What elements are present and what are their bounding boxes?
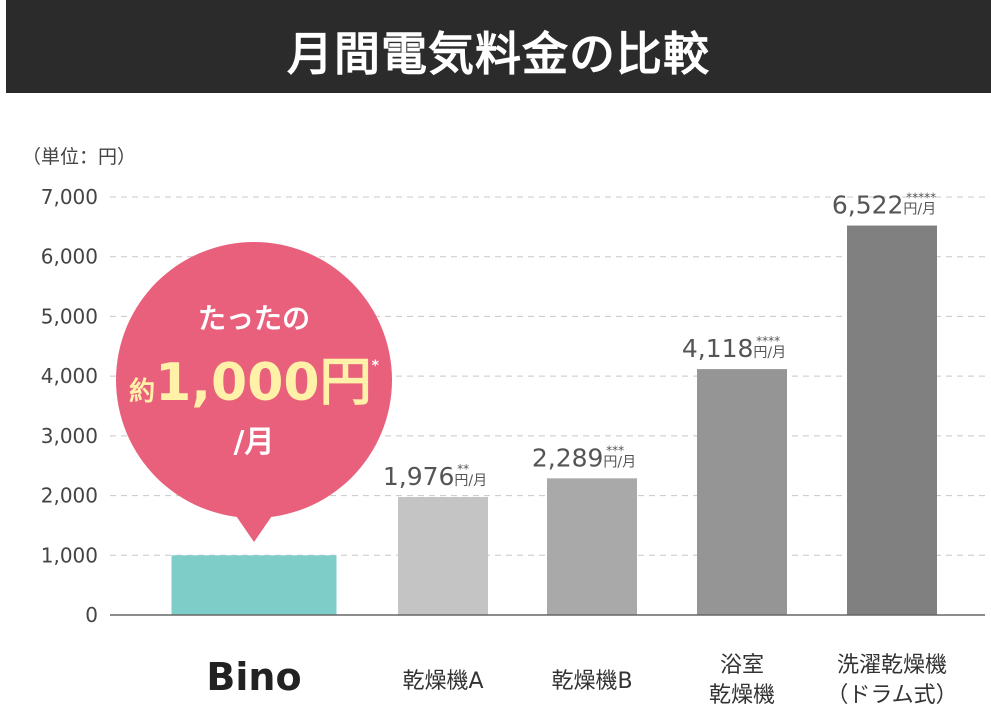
value-label: 4,118円/月****: [682, 334, 786, 363]
chart-title: 月間電気料金の比較: [287, 27, 710, 81]
bar: [547, 478, 637, 615]
callout-bubble: [116, 242, 392, 518]
y-tick-label: 2,000: [41, 484, 98, 508]
callout-line-3: /月: [234, 425, 275, 460]
y-tick-label: 0: [85, 603, 98, 627]
y-tick-label: 7,000: [41, 185, 98, 209]
brand-logo: Bino: [206, 655, 301, 699]
x-category-label: 浴室: [720, 653, 764, 678]
value-label: 6,522円/月*****: [832, 191, 936, 220]
unit-label: （単位：円）: [22, 146, 136, 168]
x-category-label: 洗濯乾燥機: [837, 653, 947, 678]
y-tick-label: 4,000: [41, 364, 98, 388]
y-tick-label: 5,000: [41, 304, 98, 328]
bar: [847, 225, 937, 615]
x-category-label: 乾燥機A: [402, 669, 483, 694]
bar: [697, 369, 787, 615]
title-banner: 月間電気料金の比較: [6, 0, 991, 93]
value-label: 2,289円/月***: [532, 443, 636, 472]
y-tick-label: 3,000: [41, 424, 98, 448]
bar: [171, 555, 337, 615]
y-tick-label: 6,000: [41, 245, 98, 269]
x-category-label: （ドラム式）: [826, 683, 957, 708]
y-tick-label: 1,000: [41, 543, 98, 567]
callout-amount: 約1,000円*: [129, 353, 380, 413]
bar: [398, 497, 488, 615]
x-category-label: 乾燥機B: [551, 669, 632, 694]
x-category-label: 乾燥機: [709, 683, 775, 708]
callout-line-1: たったの: [198, 302, 310, 335]
callout-pointer: [232, 510, 276, 542]
value-label: 1,976円/月**: [383, 462, 487, 491]
